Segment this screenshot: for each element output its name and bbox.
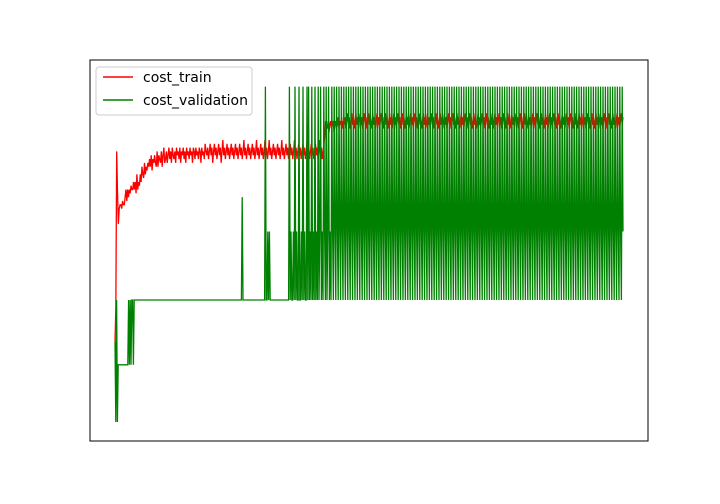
plot-lines: [114, 86, 624, 422]
legend-box: [95, 66, 253, 116]
legend: cost_train cost_validation: [95, 66, 253, 116]
legend-label-cost-train: cost_train: [143, 70, 212, 86]
axes-frame: [89, 59, 649, 442]
series-line-cost-validation: [114, 86, 624, 422]
legend-label-cost-validation: cost_validation: [143, 93, 248, 109]
